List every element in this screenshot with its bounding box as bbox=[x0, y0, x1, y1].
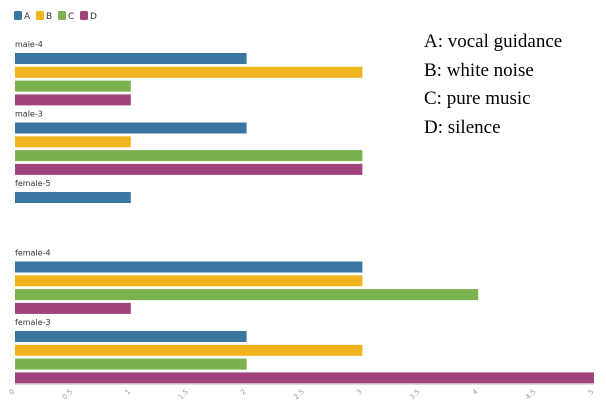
bar-male-3-c[interactable] bbox=[15, 150, 363, 162]
bar-female-4-d[interactable] bbox=[15, 302, 131, 314]
legend-swatch-d[interactable] bbox=[80, 11, 88, 20]
bar-female-4-b[interactable] bbox=[15, 275, 363, 287]
category-label-female-4: female-4 bbox=[15, 249, 51, 258]
bar-female-5-a[interactable] bbox=[15, 192, 131, 203]
x-tick-label-1: 0.5 bbox=[61, 388, 75, 402]
bar-male-4-d[interactable] bbox=[15, 94, 131, 106]
annotation-line-d: D: silence bbox=[424, 116, 501, 138]
annotation-line-c: C: pure music bbox=[424, 88, 531, 109]
bar-male-4-a[interactable] bbox=[15, 53, 247, 64]
x-tick-label-9: 4.5 bbox=[524, 388, 538, 402]
category-label-male-3: male-3 bbox=[15, 110, 43, 119]
x-tick-label-4: 2 bbox=[239, 388, 248, 397]
annotation-line-a: A: vocal guidance bbox=[424, 31, 563, 52]
category-label-female-3: female-3 bbox=[15, 318, 51, 327]
bar-female-3-d[interactable] bbox=[15, 372, 594, 384]
legend-swatch-b[interactable] bbox=[36, 11, 44, 20]
bar-female-4-a[interactable] bbox=[15, 261, 363, 273]
bar-male-3-d[interactable] bbox=[15, 163, 363, 175]
x-tick-label-5: 2.5 bbox=[292, 388, 306, 402]
x-tick-label-6: 3 bbox=[355, 388, 364, 397]
legend-label-c[interactable]: C bbox=[68, 12, 74, 22]
x-tick-label-10: 5 bbox=[587, 388, 596, 397]
x-tick-label-2: 1 bbox=[123, 388, 132, 397]
bar-female-4-c[interactable] bbox=[15, 289, 479, 301]
legend-label-d[interactable]: D bbox=[90, 12, 97, 22]
category-label-female-5: female-5 bbox=[15, 179, 51, 188]
bar-male-3-a[interactable] bbox=[15, 122, 247, 134]
bar-male-4-c[interactable] bbox=[15, 80, 131, 92]
x-tick-label-3: 1.5 bbox=[177, 388, 191, 402]
x-tick-label-7: 3.5 bbox=[408, 388, 422, 402]
bar-female-3-c[interactable] bbox=[15, 358, 247, 370]
bar-female-3-a[interactable] bbox=[15, 331, 247, 342]
bar-male-3-b[interactable] bbox=[15, 136, 131, 148]
legend-swatch-c[interactable] bbox=[58, 11, 66, 20]
legend-label-a[interactable]: A bbox=[24, 12, 31, 22]
legend-label-b[interactable]: B bbox=[46, 12, 52, 22]
x-tick-label-8: 4 bbox=[471, 387, 480, 396]
legend-swatch-a[interactable] bbox=[14, 11, 22, 20]
bar-female-3-b[interactable] bbox=[15, 344, 363, 356]
category-label-male-4: male-4 bbox=[15, 40, 43, 49]
annotation-line-b: B: white noise bbox=[424, 59, 534, 81]
bar-male-4-b[interactable] bbox=[15, 66, 363, 78]
series-annotation: A: vocal guidance B: white noise C: pure… bbox=[424, 28, 562, 142]
x-tick-label-0: 0 bbox=[8, 388, 17, 397]
